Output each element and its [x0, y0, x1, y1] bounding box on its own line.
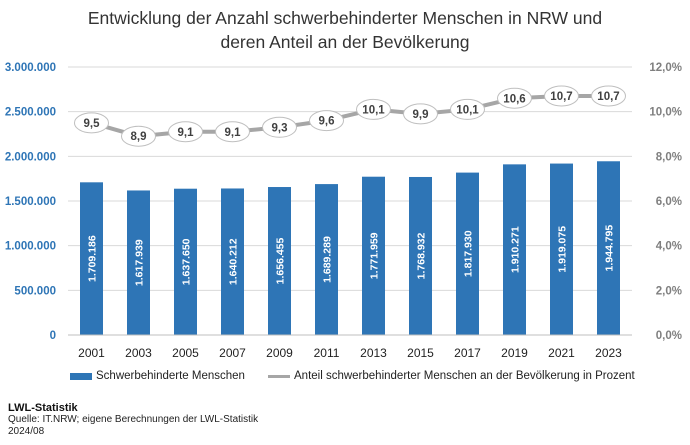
line-data-label: 10,7	[550, 91, 572, 103]
bar-data-label: 1.709.186	[87, 235, 99, 282]
x-tick-label: 2005	[172, 346, 199, 360]
line-data-label: 9,5	[84, 118, 101, 130]
x-tick-label: 2009	[266, 346, 293, 360]
line-point-marker	[262, 116, 297, 138]
legend-label-line: Anteil schwerbehinderter Menschen an der…	[294, 370, 635, 382]
bar-data-label: 1.617.939	[134, 239, 146, 286]
legend-item-line: Anteil schwerbehinderter Menschen an der…	[268, 370, 635, 382]
legend-swatch-bars	[70, 372, 92, 380]
chart-title: Entwicklung der Anzahl schwerbehinderter…	[0, 6, 690, 54]
y-right-tick-label: 12,0%	[649, 62, 682, 74]
line-point-marker	[168, 121, 203, 143]
bar	[127, 190, 150, 335]
y-left-tick-label: 500.000	[14, 285, 56, 297]
y-right-tick-label: 0,0%	[656, 330, 682, 342]
footer-date: 2024/08	[8, 426, 45, 437]
legend-item-bars: Schwerbehinderte Menschen	[70, 370, 245, 382]
y-left-tick-label: 0	[50, 330, 56, 342]
line-data-label: 10,7	[597, 91, 619, 103]
x-tick-label: 2017	[454, 346, 481, 360]
bar	[80, 182, 103, 335]
legend-label-bars: Schwerbehinderte Menschen	[96, 370, 245, 382]
x-tick-label: 2015	[407, 346, 434, 360]
bar-data-label: 1.910.271	[510, 226, 522, 273]
legend-swatch-line	[268, 374, 290, 378]
line-data-label: 9,1	[178, 127, 195, 139]
y-right-tick-label: 2,0%	[656, 285, 682, 297]
line-point-marker	[309, 110, 344, 132]
bar-data-label: 1.656.455	[275, 237, 287, 284]
line-data-label: 10,6	[503, 93, 525, 105]
bar	[456, 172, 479, 335]
bar	[503, 164, 526, 335]
bar	[221, 188, 244, 335]
x-tick-label: 2003	[125, 346, 152, 360]
bar	[362, 176, 385, 335]
y-left-tick-label: 2.000.000	[5, 151, 56, 163]
bar-data-label: 1.689.289	[322, 236, 334, 283]
y-left-tick-label: 1.500.000	[5, 196, 56, 208]
line-point-marker	[497, 87, 532, 109]
line-point-marker	[403, 103, 438, 125]
bar	[315, 184, 338, 335]
chart-title-line2: deren Anteil an der Bevölkerung	[220, 32, 470, 52]
x-tick-label: 2021	[548, 346, 575, 360]
line-data-label: 9,1	[225, 127, 242, 139]
y-right-tick-label: 8,0%	[656, 151, 682, 163]
x-tick-label: 2011	[314, 346, 340, 360]
line-point-marker	[450, 98, 485, 120]
bar-data-label: 1.640.212	[228, 238, 240, 285]
x-tick-label: 2023	[595, 346, 622, 360]
bar-data-label: 1.768.932	[416, 232, 428, 279]
y-left-tick-label: 2.500.000	[5, 107, 56, 119]
x-tick-label: 2001	[78, 346, 105, 360]
line-point-marker	[74, 112, 109, 134]
bar-data-label: 1.944.795	[604, 225, 616, 272]
line-data-label: 9,6	[319, 116, 335, 128]
line-point-marker	[215, 121, 250, 143]
footer: LWL-Statistik Quelle: IT.NRW; eigene Ber…	[8, 402, 258, 438]
chart-title-line1: Entwicklung der Anzahl schwerbehinderter…	[87, 8, 603, 28]
bar-data-label: 1.817.930	[463, 230, 475, 277]
y-right-tick-label: 4,0%	[656, 241, 682, 253]
y-left-tick-label: 3.000.000	[5, 62, 56, 74]
line-point-marker	[356, 98, 391, 120]
bar	[174, 188, 197, 335]
x-tick-label: 2013	[360, 346, 387, 360]
footer-source: Quelle: IT.NRW; eigene Berechnungen der …	[8, 414, 259, 425]
line-data-label: 10,1	[362, 104, 385, 116]
bar	[550, 163, 573, 335]
line-data-label: 10,1	[456, 104, 479, 116]
y-left-tick-label: 1.000.000	[5, 241, 56, 253]
bar	[597, 161, 620, 335]
line-point-marker	[121, 125, 156, 147]
bar	[268, 187, 291, 335]
y-right-tick-label: 10,0%	[649, 107, 682, 119]
line-data-label: 9,9	[413, 109, 429, 121]
bar-data-label: 1.771.959	[369, 232, 381, 279]
line-point-marker	[591, 85, 626, 107]
x-tick-label: 2007	[219, 346, 246, 360]
line-data-label: 9,3	[272, 122, 288, 134]
bar-data-label: 1.637.650	[181, 238, 193, 285]
x-tick-label: 2019	[501, 346, 528, 360]
bar	[409, 176, 432, 335]
bar-data-label: 1.919.075	[557, 226, 569, 273]
footer-brand: LWL-Statistik	[8, 402, 78, 414]
line-data-label: 8,9	[131, 131, 147, 143]
y-right-tick-label: 6,0%	[656, 196, 682, 208]
line-point-marker	[544, 85, 579, 107]
